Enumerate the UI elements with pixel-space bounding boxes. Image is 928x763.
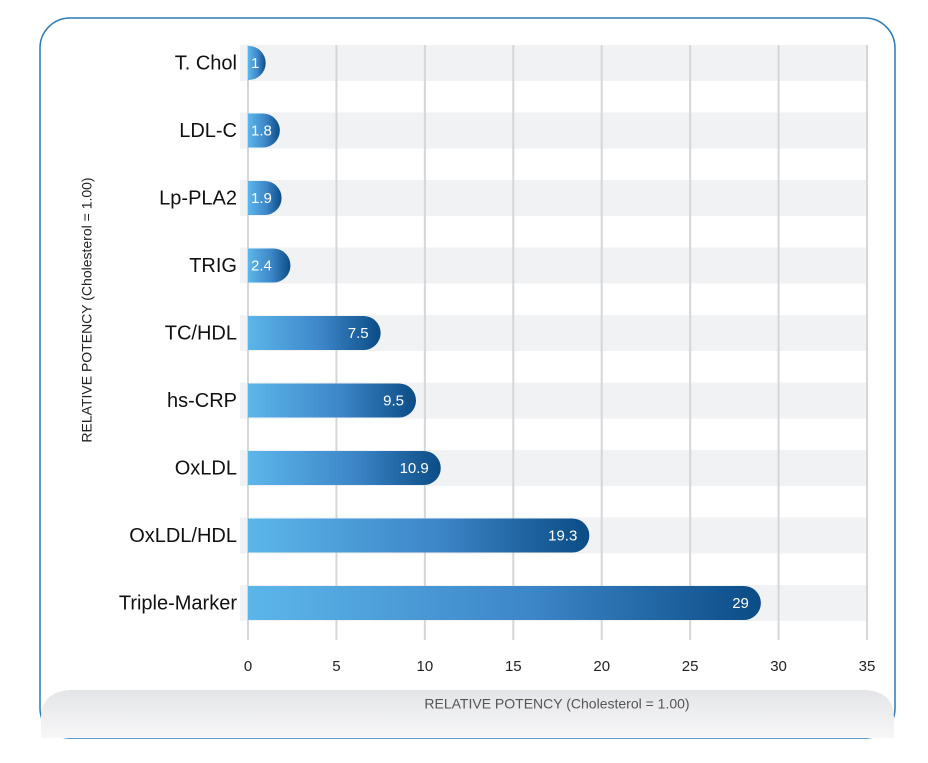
y-tick-label: LDL-C [179, 120, 237, 142]
y-tick-label: TC/HDL [165, 322, 237, 344]
y-tick-label: T. Chol [175, 52, 237, 74]
bar [248, 248, 291, 283]
y-tick-label: OxLDL [175, 457, 237, 479]
value-label: 10.9 [400, 460, 429, 477]
row-band [240, 45, 867, 81]
y-tick-label: Triple-Marker [119, 592, 237, 614]
value-label: 9.5 [383, 392, 404, 409]
x-tick-label: 15 [505, 658, 522, 675]
value-label: 1.9 [251, 190, 272, 207]
bar [248, 586, 761, 620]
bar [248, 181, 282, 215]
value-label: 19.3 [548, 527, 577, 544]
bar [248, 451, 441, 485]
y-tick-label: OxLDL/HDL [129, 525, 237, 547]
row-band [240, 112, 867, 149]
row-band [240, 180, 867, 216]
bar [248, 383, 417, 418]
x-axis-label: RELATIVE POTENCY (Cholesterol = 1.00) [424, 696, 689, 712]
y-axis-label: RELATIVE POTENCY (Cholesterol = 1.00) [79, 177, 95, 442]
x-tick-label: 25 [682, 658, 699, 675]
value-label: 1 [251, 55, 259, 72]
x-tick-label: 10 [417, 658, 434, 675]
footer-band [41, 690, 894, 738]
value-label: 1.8 [251, 122, 272, 139]
y-tick-label: Lp-PLA2 [159, 187, 237, 209]
bar [248, 518, 590, 553]
x-tick-label: 30 [770, 658, 787, 675]
row-band [240, 247, 867, 284]
x-tick-label: 0 [244, 658, 252, 675]
value-label: 7.5 [348, 325, 369, 342]
x-tick-label: 5 [332, 658, 340, 675]
value-label: 29 [732, 595, 749, 612]
x-tick-label: 20 [593, 658, 610, 675]
bar [248, 46, 266, 80]
bar [248, 113, 280, 148]
x-tick-label: 35 [859, 658, 876, 675]
y-tick-label: TRIG [189, 255, 237, 277]
bar [248, 316, 381, 350]
value-label: 2.4 [251, 257, 272, 274]
y-tick-label: hs-CRP [167, 390, 237, 412]
